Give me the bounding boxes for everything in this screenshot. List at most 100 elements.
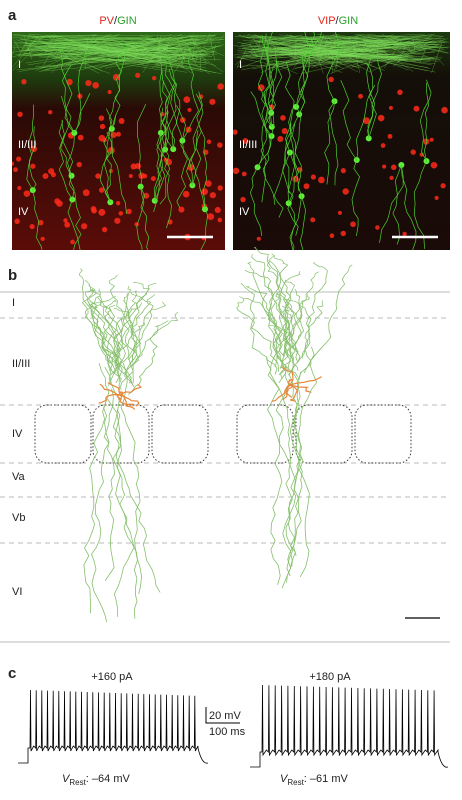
fiber bbox=[249, 43, 258, 58]
neurite bbox=[297, 275, 346, 380]
neurite bbox=[249, 294, 280, 372]
green-neurite bbox=[257, 33, 273, 128]
fiber bbox=[300, 41, 408, 60]
red-cell bbox=[135, 72, 141, 78]
fiber bbox=[148, 40, 214, 42]
layer-label: IV bbox=[239, 206, 250, 218]
red-cell bbox=[115, 131, 121, 137]
red-cell bbox=[150, 176, 156, 182]
green-neurite bbox=[59, 48, 75, 134]
green-neurite bbox=[324, 101, 335, 185]
neurite bbox=[276, 292, 282, 303]
red-cell bbox=[95, 173, 101, 179]
green-neurite bbox=[424, 82, 430, 162]
fiber bbox=[180, 34, 191, 52]
fiber bbox=[33, 41, 195, 71]
red-cell bbox=[183, 96, 191, 103]
green-neurite bbox=[284, 121, 296, 204]
layer-label: I bbox=[18, 59, 21, 71]
green-neurite bbox=[257, 92, 268, 168]
neurite bbox=[148, 301, 167, 313]
fiber bbox=[217, 35, 225, 42]
title-part: VIP bbox=[318, 15, 336, 27]
red-cell bbox=[17, 185, 22, 191]
red-cell bbox=[429, 137, 434, 142]
fiber bbox=[129, 52, 214, 60]
fiber bbox=[69, 35, 199, 55]
fiber bbox=[301, 35, 324, 63]
neurite bbox=[260, 304, 298, 377]
neurite bbox=[284, 302, 293, 314]
red-cell bbox=[389, 175, 394, 181]
red-cell bbox=[17, 111, 23, 118]
red-cell bbox=[42, 173, 49, 180]
green-neurite bbox=[26, 104, 35, 191]
red-cell bbox=[397, 89, 403, 95]
red-cell bbox=[37, 219, 44, 226]
neurite bbox=[131, 323, 169, 367]
green-neurite bbox=[156, 132, 171, 205]
green-neurite bbox=[263, 39, 273, 127]
green-neurite bbox=[295, 32, 309, 108]
neurite bbox=[236, 298, 245, 308]
fiber bbox=[26, 42, 113, 56]
neurite bbox=[122, 311, 136, 388]
red-cell bbox=[402, 231, 407, 237]
red-cell bbox=[206, 139, 212, 145]
green-neurite bbox=[165, 65, 183, 141]
red-cell bbox=[77, 134, 84, 141]
neurite bbox=[267, 353, 299, 567]
fiber bbox=[45, 43, 117, 55]
red-cell bbox=[422, 138, 430, 145]
barrel bbox=[92, 404, 150, 464]
fiber bbox=[32, 43, 58, 59]
fiber bbox=[84, 37, 148, 40]
fiber bbox=[156, 36, 213, 49]
neurite bbox=[253, 246, 269, 257]
fiber bbox=[291, 57, 441, 60]
green-neurite bbox=[392, 164, 402, 245]
green-neurite bbox=[266, 32, 276, 113]
fiber bbox=[18, 36, 30, 58]
red-cell bbox=[48, 110, 53, 115]
red-cell bbox=[241, 171, 247, 177]
fiber bbox=[402, 35, 443, 55]
neurite bbox=[113, 297, 128, 379]
fiber bbox=[233, 45, 273, 51]
green-neurite bbox=[273, 152, 291, 218]
green-neurite bbox=[328, 101, 339, 186]
trace-scale-bar bbox=[205, 707, 240, 724]
red-cell bbox=[233, 167, 240, 175]
green-neurite bbox=[176, 140, 188, 208]
red-cell bbox=[214, 206, 221, 214]
neurite bbox=[103, 300, 118, 309]
red-cell bbox=[440, 183, 446, 189]
fiber bbox=[190, 42, 225, 56]
red-cell bbox=[85, 79, 92, 87]
fiber bbox=[262, 47, 436, 65]
fiber bbox=[367, 34, 426, 48]
green-neurite bbox=[58, 120, 75, 200]
fiber bbox=[137, 38, 201, 64]
neurite bbox=[105, 310, 131, 364]
fiber bbox=[88, 58, 170, 72]
fiber bbox=[159, 40, 164, 48]
title-part: PV bbox=[99, 15, 114, 27]
fiber bbox=[282, 33, 425, 42]
red-cell bbox=[112, 73, 120, 81]
neurite bbox=[301, 271, 328, 359]
neurite bbox=[284, 279, 295, 290]
green-neurite bbox=[164, 149, 172, 229]
red-cell bbox=[363, 117, 370, 125]
neurite bbox=[154, 320, 169, 328]
green-neurite bbox=[182, 48, 199, 141]
red-cell bbox=[377, 114, 385, 122]
red-cell bbox=[342, 188, 349, 195]
fiber bbox=[107, 44, 151, 53]
fiber bbox=[126, 36, 137, 44]
green-neurite bbox=[366, 48, 377, 139]
layer-label: Va bbox=[12, 471, 26, 483]
green-neurite bbox=[61, 64, 75, 134]
neurite bbox=[244, 269, 271, 282]
